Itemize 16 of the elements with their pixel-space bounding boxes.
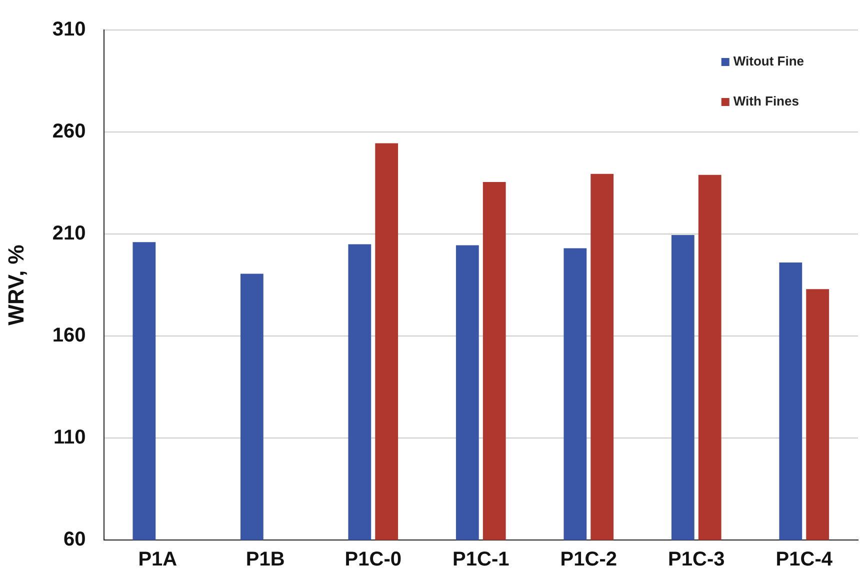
y-tick-label: 160 xyxy=(52,324,86,347)
x-tick-label: P1C-0 xyxy=(344,548,402,571)
x-tick-label: P1C-1 xyxy=(452,548,510,571)
y-tick-label: 60 xyxy=(64,528,86,551)
y-tick-label: 310 xyxy=(52,18,86,41)
x-tick-label: P1C-3 xyxy=(668,548,725,571)
x-tick-label: P1C-2 xyxy=(560,548,617,571)
y-tick-label: 260 xyxy=(52,120,86,143)
x-tick-label: P1B xyxy=(246,548,285,571)
y-tick-label: 210 xyxy=(52,222,86,245)
y-axis-title: WRV, % xyxy=(3,244,28,326)
legend-label: Witout Fine xyxy=(733,54,804,69)
x-tick-label: P1A xyxy=(138,548,178,571)
legend-label: With Fines xyxy=(733,94,799,109)
x-tick-label: P1C-4 xyxy=(776,548,834,571)
y-tick-label: 110 xyxy=(54,426,86,449)
